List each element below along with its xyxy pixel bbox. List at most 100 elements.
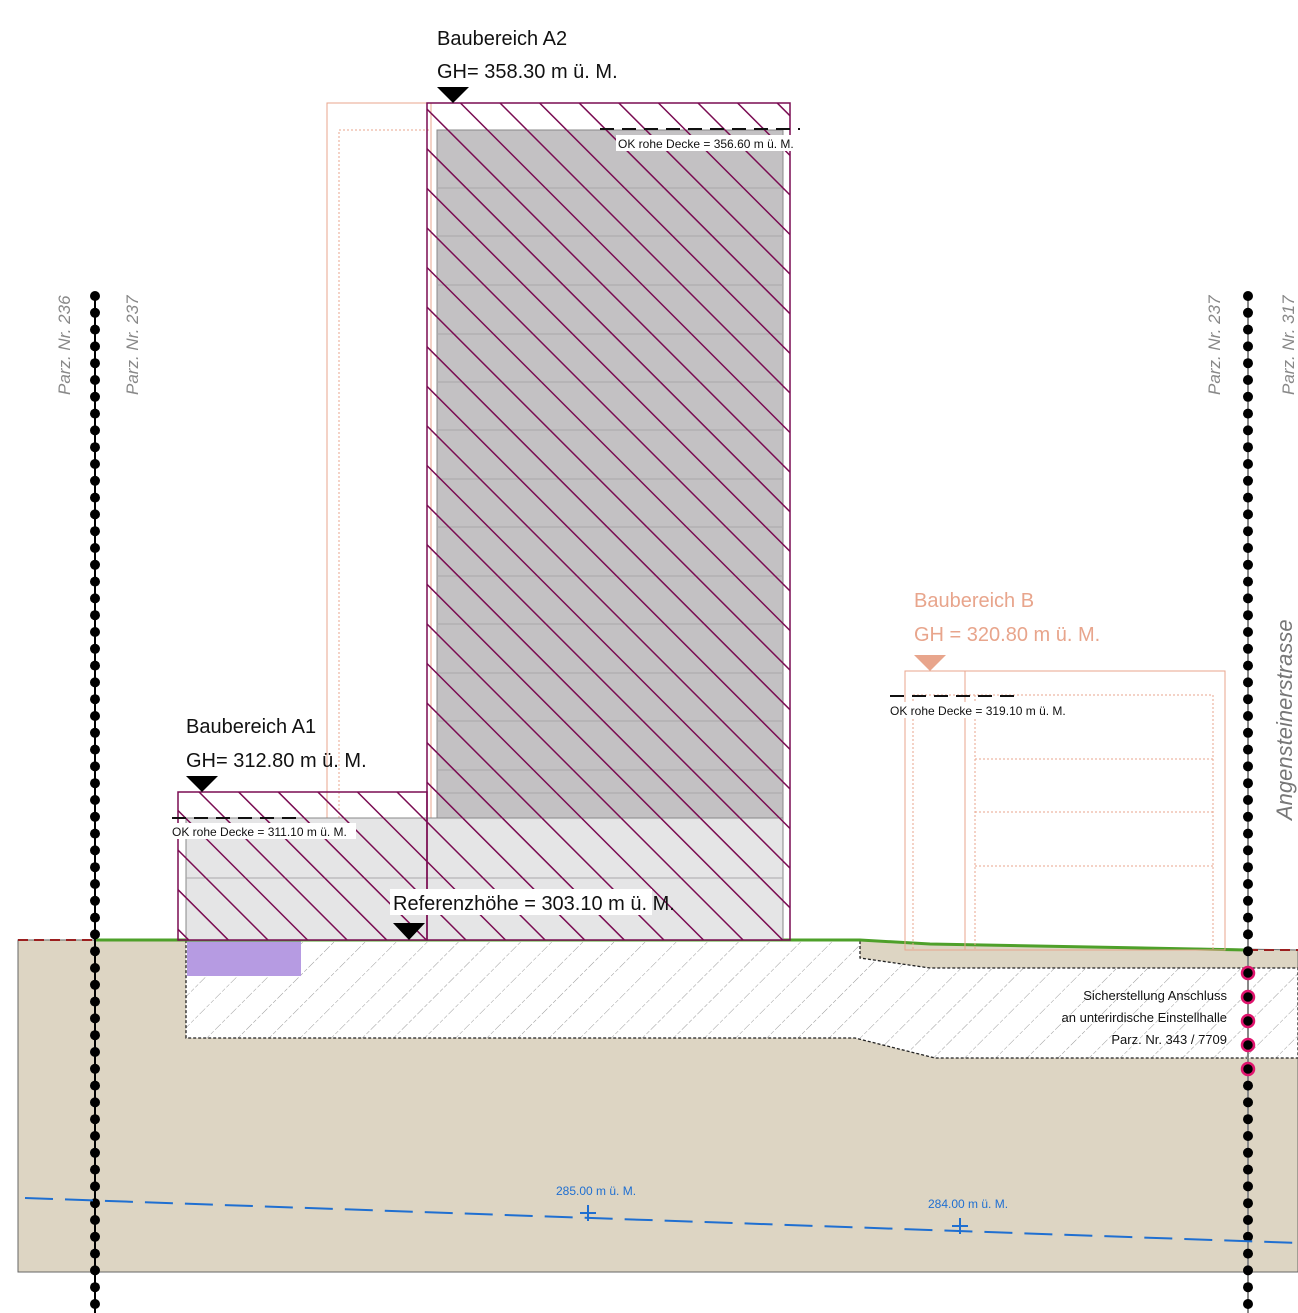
baubereich-a1-title: Baubereich A1 [186,716,316,738]
boundary-dot [90,996,100,1007]
boundary-dot [1243,526,1253,537]
boundary-dot [1243,492,1253,503]
boundary-dot [90,1063,100,1074]
boundary-dot [1243,1265,1253,1276]
boundary-dot [90,660,100,671]
boundary-dot [90,912,100,923]
boundary-dot [90,1097,100,1108]
street-label: Angensteinerstrasse [1272,619,1297,822]
groundwater-line [24,1197,1298,1244]
parcel-label-236: Parz. Nr. 236 [55,295,74,395]
boundary-dot [90,492,100,503]
boundary-dot [90,979,100,990]
boundary-dot [1243,627,1253,637]
groundwater-label-284: 284.00 m ü. M. [928,1197,1008,1211]
baubereich-b-height: GH = 320.80 m ü. M. [914,624,1100,646]
boundary-dot [90,291,100,301]
underground-hatch [185,939,1298,1059]
parcel-boundary-left-dots [90,291,100,1309]
boundary-dot [1243,459,1253,469]
groundwater-ticks [580,1205,968,1234]
boundary-dot [90,1047,100,1057]
boundary-dot [1243,1215,1253,1225]
ok-decke-b-label: OK rohe Decke = 319.10 m ü. M. [890,704,1066,718]
boundary-dot [1243,391,1253,402]
boundary-dot [1243,307,1253,318]
boundary-dot [1243,643,1253,654]
boundary-dot [90,475,100,486]
boundary-dot [90,442,100,453]
note-line1: Sicherstellung Anschluss [1083,988,1227,1003]
boundary-dot [90,946,100,957]
boundary-dot [90,963,100,973]
boundary-dot [1243,795,1253,805]
boundary-dot [1243,912,1253,923]
boundary-dot [1243,727,1253,738]
boundary-dot [1243,845,1253,856]
boundary-dot [1243,593,1253,604]
boundary-dot [1243,694,1253,705]
boundary-dot [90,643,100,654]
boundary-dot [1243,660,1253,671]
baubereich-a2-title: Baubereich A2 [437,28,567,50]
boundary-dot [1243,475,1253,486]
baubereich-b-outline [904,670,1226,951]
boundary-dot [1243,1131,1253,1141]
parcel-label-237-left: Parz. Nr. 237 [123,295,142,395]
boundary-dot [90,1299,100,1309]
baubereich-a2-height: GH= 358.30 m ü. M. [437,61,618,83]
boundary-dot [90,576,100,587]
boundary-dot [90,811,100,822]
boundary-dot [1243,1164,1253,1175]
boundary-dot [1243,543,1253,553]
boundary-dot [1243,375,1253,385]
boundary-dot [1243,408,1253,419]
boundary-dot [90,391,100,402]
boundary-dot [90,727,100,738]
boundary-dot [90,1282,100,1293]
boundary-dot [90,1181,100,1192]
boundary-dot [90,425,100,436]
boundary-dot [90,375,100,385]
parcel-label-317: Parz. Nr. 317 [1279,295,1298,395]
boundary-dot [90,593,100,604]
boundary-dot [1243,425,1253,436]
boundary-dot [90,559,100,570]
boundary-dot [1243,291,1253,301]
note-line3: Parz. Nr. 343 / 7709 [1111,1032,1227,1047]
boundary-dot [90,1164,100,1175]
boundary-dot [1243,610,1253,621]
boundary-dot [1243,341,1253,352]
boundary-dot [90,610,100,621]
baubereich-b-dotted-floors [912,694,1214,951]
boundary-dot [1243,1282,1253,1293]
boundary-dot [90,795,100,805]
boundary-dot [1243,946,1253,957]
boundary-dot [1243,711,1253,721]
boundary-dot [90,1080,100,1091]
note-line2: an unterirdische Einstellhalle [1062,1010,1227,1025]
boundary-dot [1243,358,1253,369]
boundary-dot [90,845,100,856]
boundary-dot [1243,744,1253,755]
referenz-marker [393,923,425,940]
boundary-dot [90,828,100,839]
boundary-dot [90,879,100,889]
boundary-dot [1243,559,1253,570]
boundary-dot [1243,1248,1253,1259]
purple-box [187,940,301,976]
boundary-dot [1243,509,1253,520]
baubereich-b-title: Baubereich B [914,590,1034,612]
parcel-label-237-right: Parz. Nr. 237 [1205,295,1224,395]
connection-markers [1240,965,1256,1077]
a2-height-marker [437,87,469,103]
baubereich-a2-hatch [426,102,791,941]
boundary-dot [1243,895,1253,906]
boundary-dot [1243,1080,1253,1091]
boundary-dot [90,744,100,755]
boundary-dot [90,677,100,688]
boundary-dot [90,1030,100,1041]
boundary-dot [1243,828,1253,839]
boundary-dot [90,761,100,772]
